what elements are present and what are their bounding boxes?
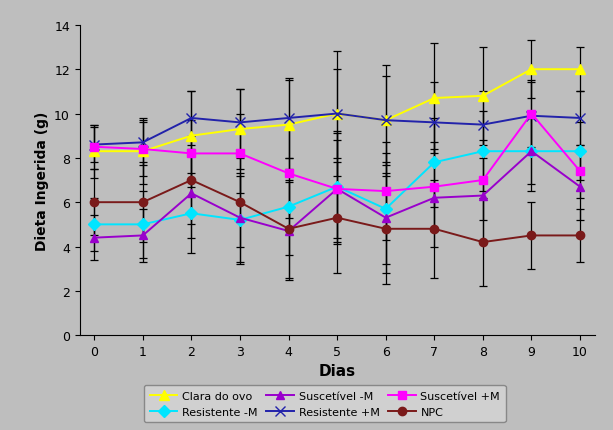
Clara do ovo [430, 96, 438, 101]
Suscetível +M [285, 172, 292, 177]
Clara do ovo [139, 149, 147, 154]
Line: Clara do ovo: Clara do ovo [89, 65, 585, 157]
Suscetível +M [430, 184, 438, 190]
Clara do ovo [333, 112, 341, 117]
NPC [528, 233, 535, 239]
Line: Suscetível -M: Suscetível -M [90, 147, 584, 242]
Suscetível +M [382, 189, 389, 194]
NPC [91, 200, 98, 205]
Line: Suscetível +M: Suscetível +M [90, 110, 584, 196]
NPC [430, 227, 438, 232]
Suscetível -M [382, 215, 389, 221]
Resistente +M [430, 120, 438, 126]
Suscetível -M [139, 233, 147, 239]
Clara do ovo [382, 118, 389, 123]
Suscetível +M [91, 145, 98, 150]
Resistente -M [285, 205, 292, 210]
Suscetível -M [285, 229, 292, 234]
Clara do ovo [237, 127, 244, 132]
Resistente -M [139, 222, 147, 227]
Suscetível +M [188, 151, 195, 157]
Line: Resistente +M: Resistente +M [89, 109, 585, 150]
Suscetível +M [576, 169, 584, 174]
Legend: Clara do ovo, Resistente -M, Suscetível -M, Resistente +M, Suscetível +M, NPC: Clara do ovo, Resistente -M, Suscetível … [144, 385, 506, 422]
Resistente -M [237, 218, 244, 223]
Suscetível -M [576, 184, 584, 190]
Resistente +M [479, 123, 487, 128]
Suscetível -M [237, 215, 244, 221]
Suscetível -M [188, 191, 195, 197]
NPC [188, 178, 195, 183]
NPC [139, 200, 147, 205]
NPC [285, 227, 292, 232]
Resistente -M [382, 207, 389, 212]
Resistente -M [333, 184, 341, 190]
Resistente +M [333, 112, 341, 117]
NPC [237, 200, 244, 205]
Resistente -M [188, 211, 195, 216]
Line: Resistente -M: Resistente -M [90, 147, 584, 229]
Resistente +M [285, 116, 292, 121]
Suscetível +M [237, 151, 244, 157]
Resistente +M [91, 143, 98, 148]
Suscetível +M [333, 187, 341, 192]
Resistente -M [430, 160, 438, 166]
Clara do ovo [285, 123, 292, 128]
Suscetível +M [528, 112, 535, 117]
Suscetível +M [479, 178, 487, 183]
Clara do ovo [91, 149, 98, 154]
X-axis label: Dias: Dias [319, 364, 356, 378]
Clara do ovo [576, 68, 584, 73]
Clara do ovo [528, 68, 535, 73]
Line: NPC: NPC [90, 176, 584, 247]
Clara do ovo [479, 94, 487, 99]
NPC [333, 215, 341, 221]
Resistente +M [237, 120, 244, 126]
Resistente -M [528, 149, 535, 154]
Resistente -M [576, 149, 584, 154]
Suscetível -M [430, 196, 438, 201]
Suscetível -M [333, 187, 341, 192]
Resistente +M [528, 114, 535, 119]
Resistente +M [188, 116, 195, 121]
Resistente +M [576, 116, 584, 121]
Suscetível -M [528, 149, 535, 154]
Suscetível +M [139, 147, 147, 152]
Y-axis label: Dieta Ingerida (g): Dieta Ingerida (g) [34, 111, 48, 250]
Resistente -M [91, 222, 98, 227]
Resistente -M [479, 149, 487, 154]
Clara do ovo [188, 134, 195, 139]
Suscetível -M [91, 236, 98, 241]
Resistente +M [382, 118, 389, 123]
NPC [382, 227, 389, 232]
NPC [576, 233, 584, 239]
NPC [479, 240, 487, 245]
Suscetível -M [479, 194, 487, 199]
Resistente +M [139, 141, 147, 146]
